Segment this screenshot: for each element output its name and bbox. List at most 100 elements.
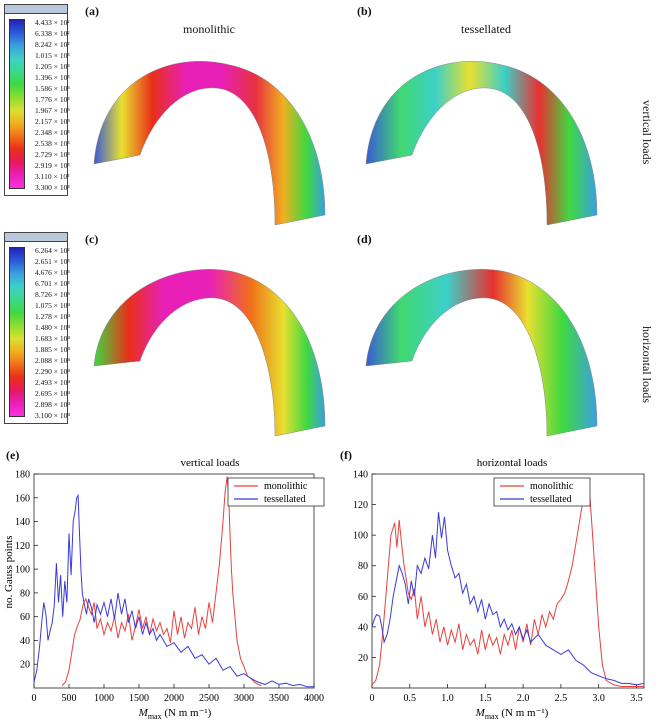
cbar-tick: 4.433 × 10² (35, 18, 70, 27)
x-tick-label: 2500 (199, 693, 219, 704)
colorbar-gradient (9, 19, 25, 189)
arch-tessellated-horizontal (365, 269, 598, 437)
cbar-tick: 2.729 × 10³ (35, 150, 70, 159)
legend: monolithic tessellated (227, 477, 325, 507)
y-tick-label: 140 (15, 517, 30, 528)
y-tick-label: 120 (353, 500, 368, 511)
arch-surface (93, 269, 326, 437)
series-line-tessellated (33, 493, 314, 688)
colorbar-gradient (9, 247, 25, 417)
panel-title-monolithic: monolithic (183, 22, 235, 36)
panel-letter-c: (c) (85, 232, 99, 246)
cbar-tick: 1.205 × 10³ (35, 62, 70, 71)
cbar-tick: 1.776 × 10³ (35, 95, 70, 104)
panel-letter-d: (d) (357, 232, 372, 246)
cbar-tick: 2.290 × 10⁴ (35, 367, 70, 376)
arch-monolithic-horizontal (93, 269, 326, 437)
cbar-tick: 2.695 × 10⁴ (35, 389, 70, 398)
cbar-tick: 3.300 × 10³ (35, 183, 70, 192)
cbar-tick: 2.088 × 10⁴ (35, 356, 70, 365)
y-tick-label: 40 (358, 622, 368, 633)
x-tick-label: 1.5 (479, 693, 492, 704)
y-tick-label: 100 (353, 531, 368, 542)
cbar-tick: 6.338 × 10² (35, 29, 70, 38)
colorbar-legend-vertical: 4.433 × 10² 6.338 × 10² 8.242 × 10² 1.01… (4, 4, 70, 196)
panel-letter-f: (f) (340, 448, 352, 462)
arch-surface (365, 269, 598, 437)
x-tick-label: 500 (62, 693, 77, 704)
cbar-tick: 3.100 × 10⁴ (35, 411, 70, 420)
legend-label-tessellated: tessellated (530, 494, 572, 505)
series-line-tessellated (371, 512, 645, 686)
x-tick-label: 0 (32, 693, 37, 704)
plot-area: 0 500 1000 1500 2000 2500 3000 3500 4000 20 40 60 80… (15, 470, 324, 705)
legend-label-monolithic: monolithic (264, 481, 308, 492)
x-tick-label: 2.5 (555, 693, 568, 704)
chart-title: vertical loads (181, 457, 240, 469)
cbar-tick: 2.919 × 10³ (35, 161, 70, 170)
y-tick-label: 100 (15, 565, 30, 576)
panel-letter-e: (e) (6, 448, 20, 462)
y-tick-label: 80 (358, 561, 368, 572)
y-tick-label: 60 (358, 592, 368, 603)
x-axis-label: Mmax (N m m⁻¹) (138, 707, 212, 721)
y-tick-label: 140 (353, 470, 368, 481)
cbar-tick: 2.538 × 10³ (35, 139, 70, 148)
cbar-tick: 1.396 × 10³ (35, 73, 70, 82)
x-tick-label: 3000 (234, 693, 254, 704)
cbar-tick: 1.278 × 10⁴ (35, 312, 70, 321)
cbar-tick: 2.898 × 10⁴ (35, 400, 70, 409)
x-tick-label: 0 (370, 693, 375, 704)
legend-label-tessellated: tessellated (264, 494, 306, 505)
arch-surface (365, 61, 598, 226)
cbar-tick: 1.683 × 10⁴ (35, 334, 70, 343)
x-tick-label: 3.0 (592, 693, 605, 704)
chart-title: horizontal loads (477, 457, 548, 469)
row-label-horizontal-loads: horizontal loads (640, 326, 654, 403)
colorbar-header (5, 233, 67, 242)
cbar-tick: 3.110 × 10³ (35, 172, 70, 181)
cbar-tick: 1.586 × 10³ (35, 84, 70, 93)
cbar-tick: 2.348 × 10³ (35, 128, 70, 137)
cbar-tick: 4.676 × 10³ (35, 268, 70, 277)
x-tick-label: 3500 (269, 693, 289, 704)
arch-monolithic-vertical (93, 61, 326, 226)
legend: monolithic tessellated (493, 477, 591, 507)
y-tick-label: 120 (15, 541, 30, 552)
x-tick-label: 2000 (164, 693, 184, 704)
cbar-tick: 6.264 × 10² (35, 246, 70, 255)
cbar-tick: 8.242 × 10² (35, 40, 70, 49)
x-tick-label: 3.5 (630, 693, 643, 704)
panel-letter-a: (a) (85, 4, 99, 18)
x-tick-label: 2.0 (517, 693, 530, 704)
panel-title-tessellated: tessellated (461, 22, 511, 36)
x-tick-label: 0.5 (404, 693, 417, 704)
cbar-tick: 2.651 × 10³ (35, 257, 70, 266)
y-tick-label: 80 (20, 588, 30, 599)
y-axis-label: no. Gauss points (3, 535, 15, 608)
y-tick-label: 40 (20, 636, 30, 647)
x-tick-label: 1.0 (441, 693, 454, 704)
panel-letter-b: (b) (357, 4, 372, 18)
series-line-monolithic (61, 476, 262, 687)
cbar-tick: 1.967 × 10³ (35, 106, 70, 115)
row-label-vertical-loads: vertical loads (640, 100, 654, 165)
x-tick-label: 4000 (304, 693, 324, 704)
cbar-tick: 2.493 × 10⁴ (35, 378, 70, 387)
colorbar-header (5, 5, 67, 14)
cbar-tick: 1.885 × 10⁴ (35, 345, 70, 354)
cbar-tick: 1.075 × 10⁴ (35, 301, 70, 310)
y-tick-label: 160 (15, 493, 30, 504)
plot-frame (371, 473, 645, 689)
y-tick-label: 180 (15, 470, 30, 481)
cbar-tick: 1.015 × 10³ (35, 51, 70, 60)
arch-surface (93, 61, 326, 226)
legend-label-monolithic: monolithic (530, 481, 574, 492)
x-axis-label: Mmax (N m m⁻¹) (475, 707, 549, 721)
cbar-tick: 6.701 × 10³ (35, 279, 70, 288)
cbar-tick: 8.726 × 10³ (35, 290, 70, 299)
y-tick-label: 20 (358, 653, 368, 664)
y-tick-label: 60 (20, 612, 30, 623)
cbar-tick: 1.480 × 10⁴ (35, 323, 70, 332)
cbar-tick: 2.157 × 10³ (35, 117, 70, 126)
